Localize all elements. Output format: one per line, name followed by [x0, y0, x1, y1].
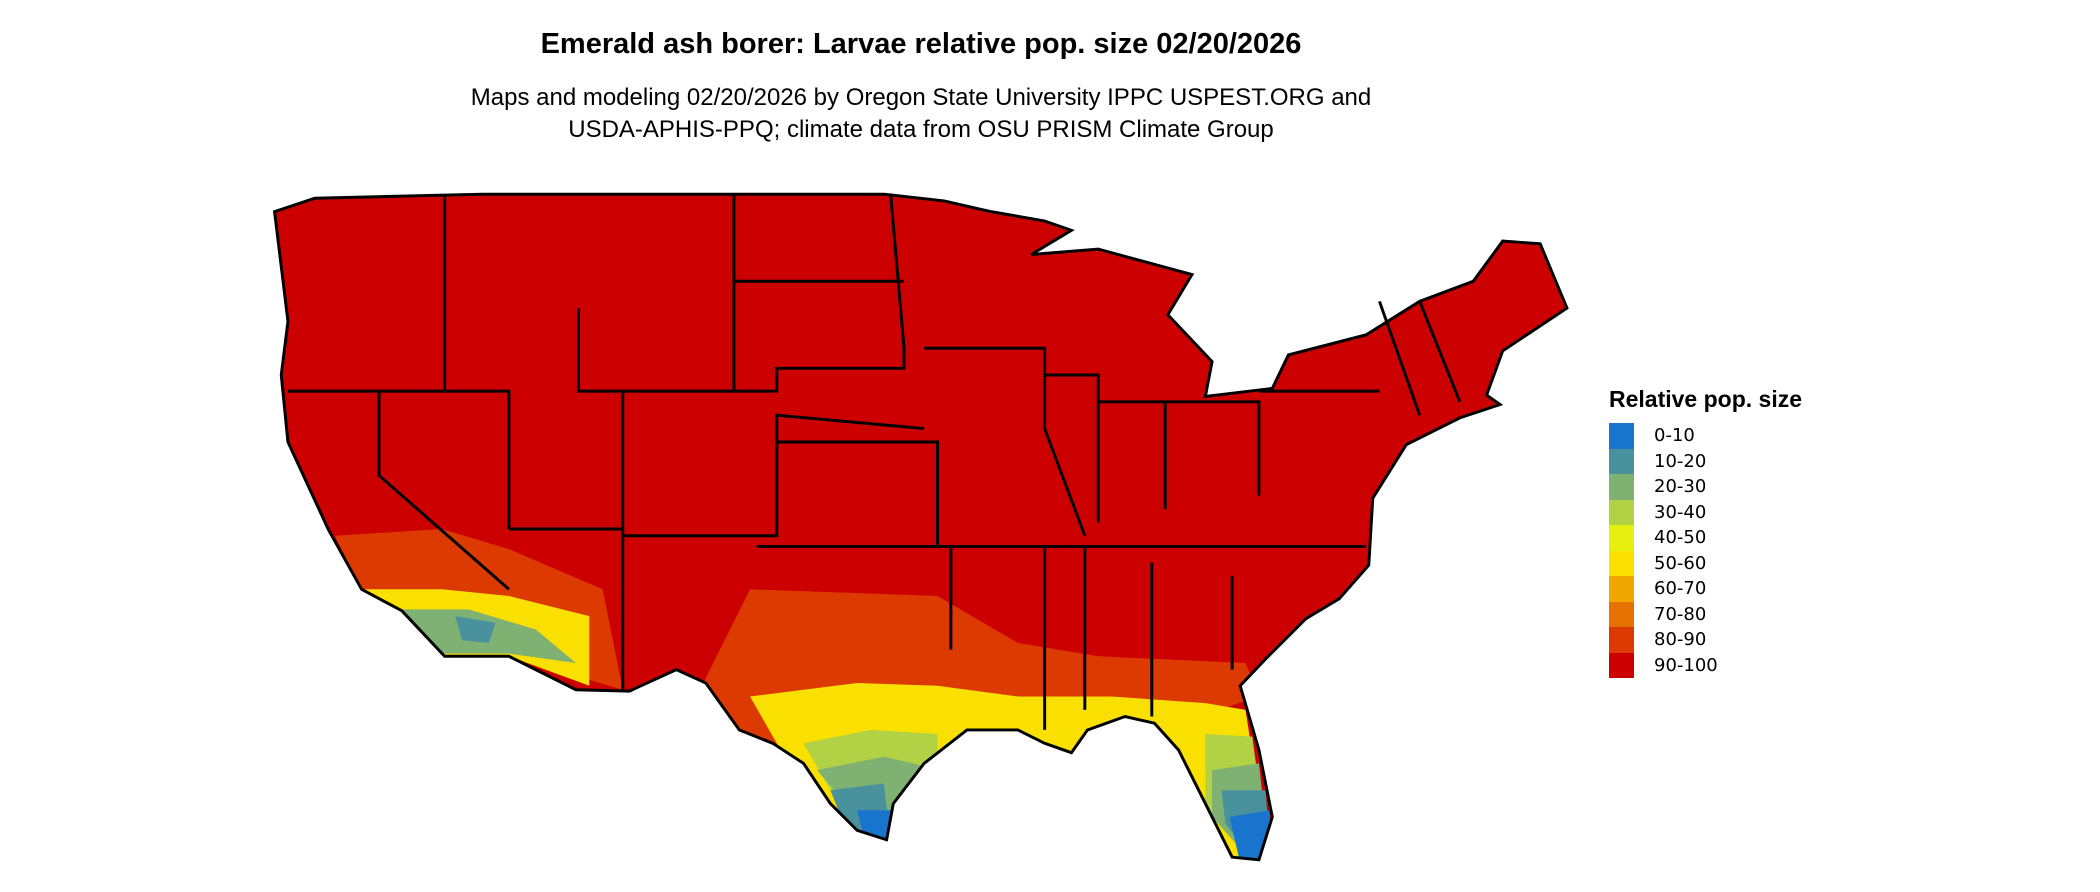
legend-swatch [1609, 576, 1634, 602]
legend-item: 60-70 [1609, 576, 1802, 602]
legend: Relative pop. size 0-10 10-20 20-30 30-40 40… [1609, 386, 1802, 678]
legend-swatch [1609, 550, 1634, 576]
legend-swatch [1609, 448, 1634, 474]
legend-label: 0-10 [1654, 425, 1695, 447]
legend-swatch [1609, 474, 1634, 500]
zone-10-20-sw [455, 616, 496, 643]
map-subtitle-line-2: USDA-APHIS-PPQ; climate data from OSU PR… [568, 116, 1274, 143]
legend-item: 0-10 [1609, 423, 1802, 449]
legend-label: 90-100 [1654, 654, 1718, 676]
legend-item: 10-20 [1609, 448, 1802, 474]
legend-item: 70-80 [1609, 601, 1802, 627]
legend-swatch [1609, 499, 1634, 525]
legend-item: 30-40 [1609, 499, 1802, 525]
legend-title: Relative pop. size [1609, 386, 1803, 412]
legend-swatch [1609, 652, 1634, 678]
legend-label: 80-90 [1654, 629, 1707, 651]
legend-label: 30-40 [1654, 501, 1707, 523]
legend-label: 10-20 [1654, 450, 1707, 472]
state-boundaries [273, 192, 1569, 862]
legend-label: 20-30 [1654, 476, 1707, 498]
legend-swatch [1609, 601, 1634, 627]
legend-item: 80-90 [1609, 627, 1802, 653]
map-subtitle-line-1: Maps and modeling 02/20/2026 by Oregon S… [470, 84, 1372, 111]
legend-swatch [1609, 423, 1634, 449]
legend-swatch [1609, 525, 1634, 551]
legend-item: 90-100 [1609, 652, 1802, 678]
legend-item: 20-30 [1609, 474, 1802, 500]
legend-label: 40-50 [1654, 527, 1707, 549]
legend-label: 70-80 [1654, 603, 1707, 625]
legend-label: 50-60 [1654, 552, 1707, 574]
legend-item: 50-60 [1609, 550, 1802, 576]
legend-swatch [1609, 627, 1634, 653]
legend-item: 40-50 [1609, 525, 1802, 551]
legend-label: 60-70 [1654, 578, 1707, 600]
map-title: Emerald ash borer: Larvae relative pop. … [540, 28, 1302, 60]
zone-0-10-fl [1229, 810, 1273, 860]
